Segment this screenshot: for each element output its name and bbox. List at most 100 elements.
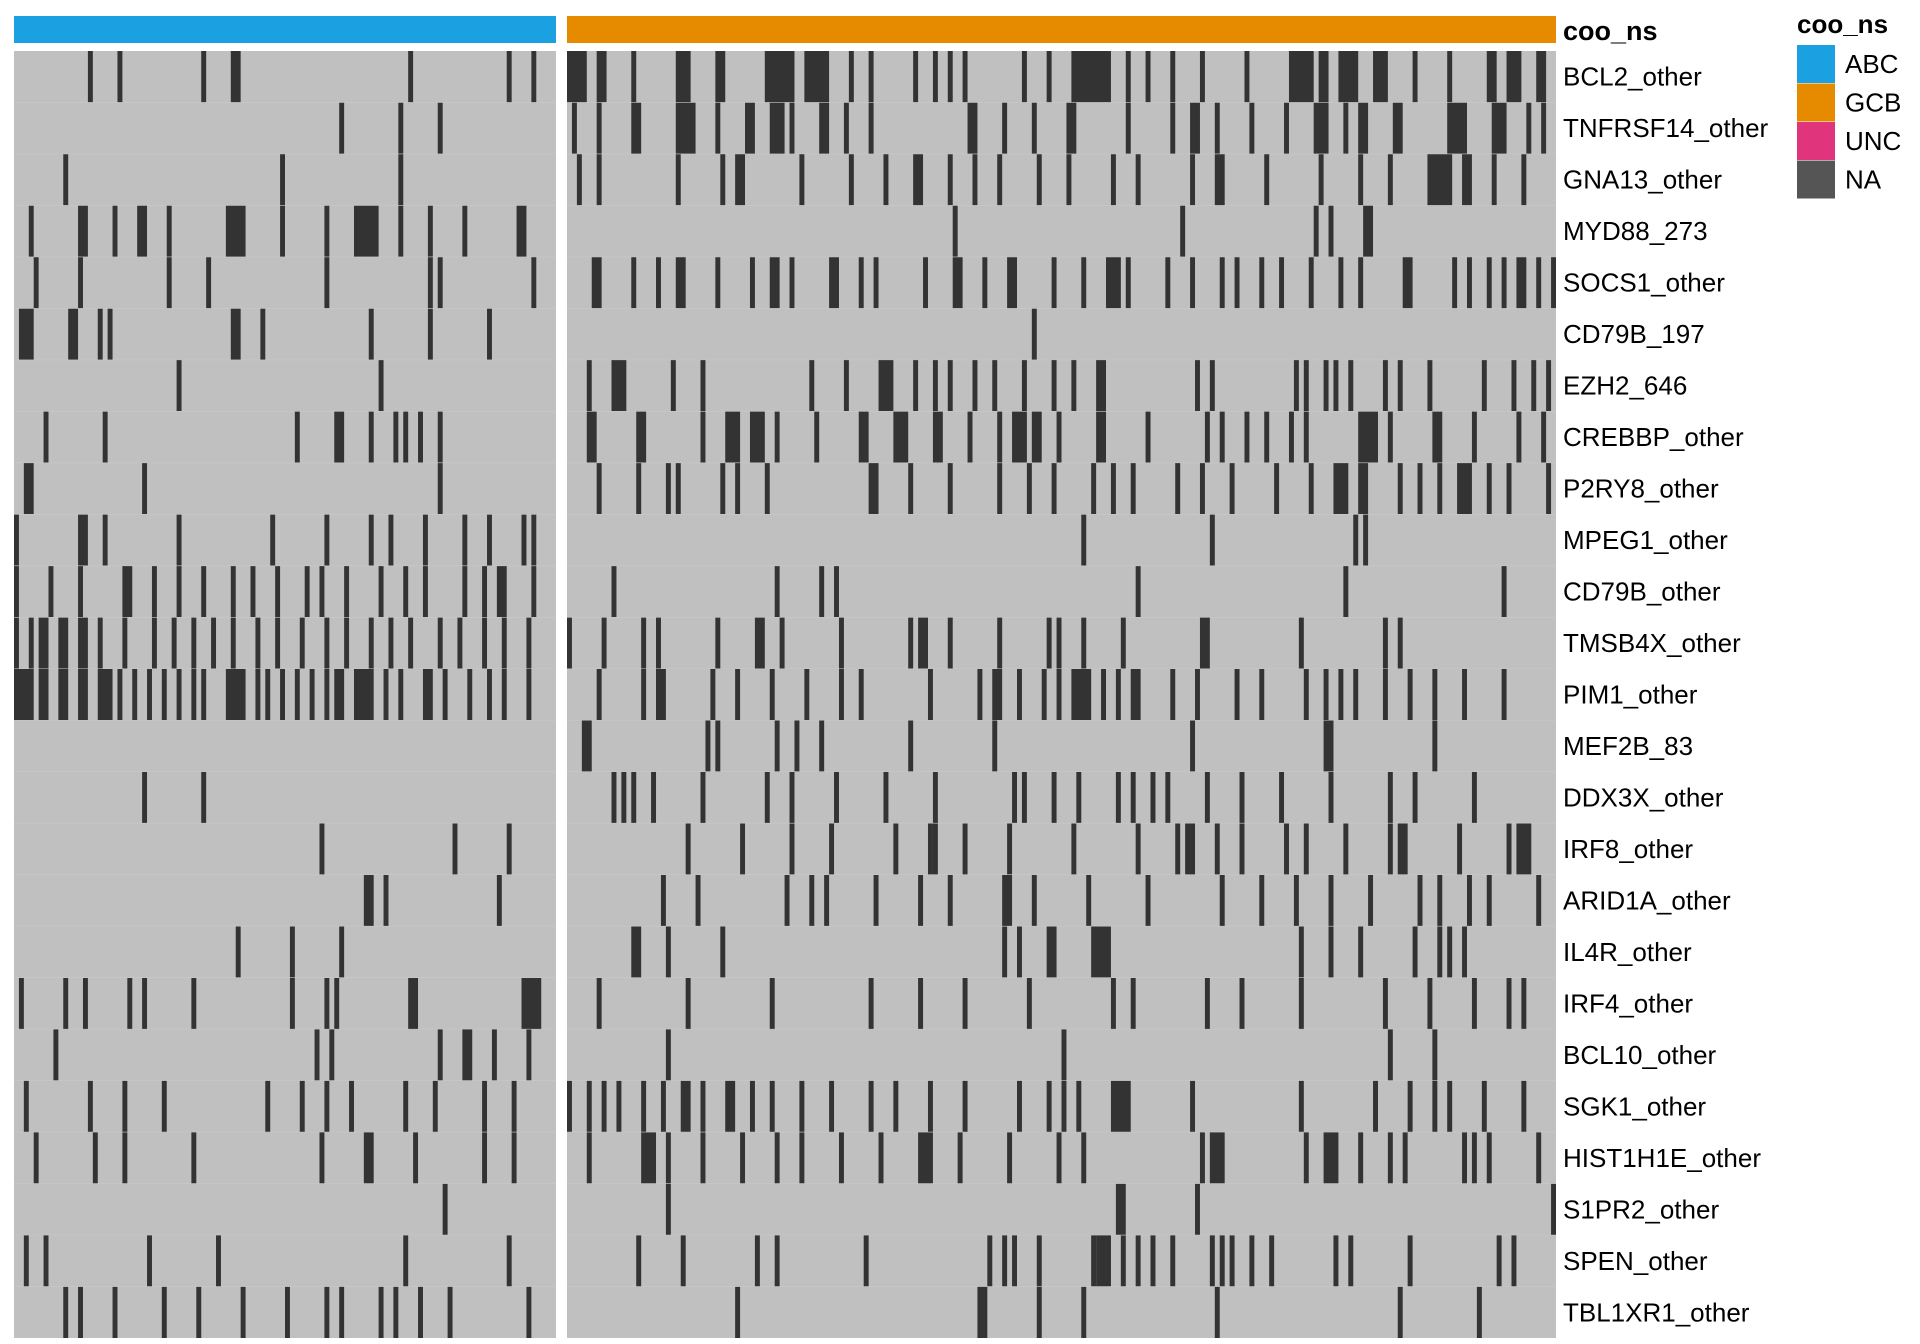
- mutation-cell: [82, 977, 88, 1030]
- mutation-cell: [631, 256, 637, 309]
- mutation-cell: [1486, 256, 1492, 309]
- mutation-cell: [289, 926, 295, 978]
- mutation-cell: [201, 668, 207, 721]
- mutation-cell: [324, 256, 330, 309]
- mutation-cell: [1323, 668, 1329, 721]
- mutation-cell: [1145, 411, 1151, 463]
- mutation-cell: [586, 1080, 592, 1133]
- mutation-cell: [319, 823, 325, 875]
- mutation-cell: [324, 668, 330, 721]
- mutation-cell: [908, 462, 914, 515]
- mutation-cell: [408, 51, 414, 103]
- mutation-cell: [319, 1132, 325, 1184]
- mutation-cell: [883, 771, 889, 824]
- mutation-cell: [368, 617, 374, 669]
- mutation-cell: [1259, 256, 1265, 309]
- mutation-cell: [1387, 771, 1393, 824]
- mutation-cell: [408, 617, 414, 669]
- mutation-cell: [521, 977, 542, 1030]
- mutation-cell: [38, 668, 49, 721]
- mutation-cell: [1323, 359, 1329, 412]
- mutation-cell: [927, 823, 933, 875]
- mutation-cell: [789, 256, 795, 309]
- mutation-cell: [1269, 1235, 1275, 1287]
- mutation-cell: [1264, 411, 1270, 463]
- mutation-cell: [804, 668, 810, 721]
- mutation-cell: [1051, 359, 1057, 412]
- mutation-cell: [240, 1286, 246, 1338]
- mutation-cell: [754, 617, 765, 669]
- mutation-cell: [403, 565, 409, 618]
- annotation-bar-abc: [14, 16, 556, 43]
- mutation-cell: [487, 308, 492, 360]
- mutation-cell: [1348, 359, 1354, 412]
- mutation-cell: [23, 462, 34, 515]
- mutation-cell: [1002, 926, 1008, 978]
- mutation-cell: [1466, 874, 1472, 927]
- mutation-cell: [1471, 977, 1477, 1030]
- mutation-cell: [1125, 102, 1131, 154]
- mutation-cell: [769, 102, 785, 154]
- mutation-cell: [1358, 926, 1364, 978]
- mutation-cell: [651, 771, 657, 824]
- mutation-cell: [1209, 1235, 1215, 1287]
- mutation-cell: [260, 308, 266, 360]
- mutation-cell: [117, 51, 123, 103]
- mutation-cell: [422, 514, 428, 566]
- mutation-cell: [918, 617, 928, 669]
- mutation-cell: [270, 514, 276, 566]
- mutation-cell: [665, 1132, 671, 1184]
- mutation-cell: [1244, 51, 1250, 103]
- mutation-cell: [779, 617, 785, 669]
- mutation-cell: [324, 205, 330, 257]
- mutation-cell: [225, 668, 246, 721]
- mutation-cell: [660, 1080, 666, 1133]
- mutation-cell: [437, 462, 443, 515]
- mutation-cell: [1031, 308, 1037, 360]
- mutation-cell: [166, 256, 172, 309]
- mutation-cell: [1417, 462, 1423, 515]
- mutation-cell: [932, 771, 938, 824]
- mutation-cell: [176, 668, 182, 721]
- mutation-cell: [78, 514, 88, 566]
- mutation-cell: [1115, 668, 1121, 721]
- mutation-cell: [230, 308, 241, 360]
- mutation-cell: [319, 565, 325, 618]
- mutation-cell: [1536, 51, 1547, 103]
- mutation-cell: [1066, 102, 1077, 154]
- mutation-cell: [437, 256, 443, 309]
- mutation-cell: [1125, 256, 1131, 309]
- mutation-cell: [1076, 771, 1082, 824]
- mutation-cell: [1061, 1029, 1067, 1081]
- mutation-cell: [462, 565, 468, 618]
- mutation-cell: [1288, 51, 1314, 103]
- mutation-cell: [700, 771, 706, 824]
- mutation-cell: [1180, 205, 1186, 257]
- mutation-cell: [997, 617, 1003, 669]
- mutation-cell: [1358, 256, 1364, 309]
- mutation-cell: [764, 51, 795, 103]
- mutation-cell: [28, 205, 34, 257]
- mutation-cell: [511, 1132, 517, 1184]
- mutation-cell: [982, 256, 988, 309]
- mutation-cell: [1190, 1080, 1196, 1133]
- mutation-cell: [1506, 462, 1512, 515]
- mutation-cell: [206, 256, 212, 309]
- mutation-cell: [616, 1080, 622, 1133]
- mutation-cell: [685, 977, 691, 1030]
- mutation-cell: [1447, 102, 1467, 154]
- mutation-cell: [18, 308, 34, 360]
- gene-label: TNFRSF14_other: [1563, 113, 1769, 143]
- mutation-cell: [1091, 926, 1111, 978]
- gene-label: CD79B_197: [1563, 319, 1705, 349]
- mutation-cell: [1199, 617, 1210, 669]
- mutation-cell: [819, 565, 825, 618]
- mutation-cell: [191, 617, 197, 669]
- gene-label: MYD88_273: [1563, 216, 1708, 246]
- mutation-cell: [596, 668, 602, 721]
- mutation-cell: [151, 565, 157, 618]
- mutation-cell: [997, 462, 1003, 515]
- mutation-cell: [1447, 51, 1453, 103]
- gene-label: GNA13_other: [1563, 165, 1722, 195]
- mutation-cell: [962, 977, 968, 1030]
